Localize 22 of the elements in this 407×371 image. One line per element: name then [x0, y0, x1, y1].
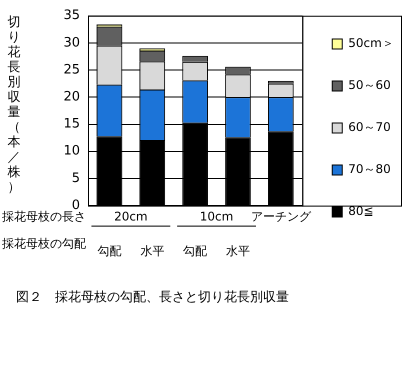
text: 切り花長別収量（本／株） [8, 14, 20, 195]
y-tick-label: 35 [63, 8, 80, 24]
y-tick-label: 5 [72, 170, 80, 186]
x-tick-label: 水平 [140, 244, 164, 258]
text: 20cm [114, 210, 148, 224]
text: 10cm [200, 210, 234, 224]
text: アーチング [250, 210, 312, 224]
y-tick-label: 30 [63, 35, 80, 50]
x-tick-label: 勾配 [183, 244, 208, 258]
y-tick-label: 15 [63, 116, 80, 132]
y-tick-label: 10 [63, 144, 80, 159]
legend-label: 60～70 [348, 120, 391, 134]
legend-label: 50cm＞ [348, 36, 394, 50]
x-tick-label: 水平 [226, 244, 250, 258]
legend-label: 70～80 [348, 162, 391, 176]
text: 図２ 採花母枝の勾配、長さと切り花長別収量 [16, 289, 289, 306]
text: 採花母枝の勾配 [2, 236, 86, 251]
x-tick-label: 勾配 [97, 244, 122, 258]
legend-label: 50～60 [348, 78, 391, 92]
y-tick-label: 20 [63, 90, 80, 105]
legend-label: 80≦ [348, 204, 374, 218]
y-tick-label: 25 [63, 62, 80, 78]
